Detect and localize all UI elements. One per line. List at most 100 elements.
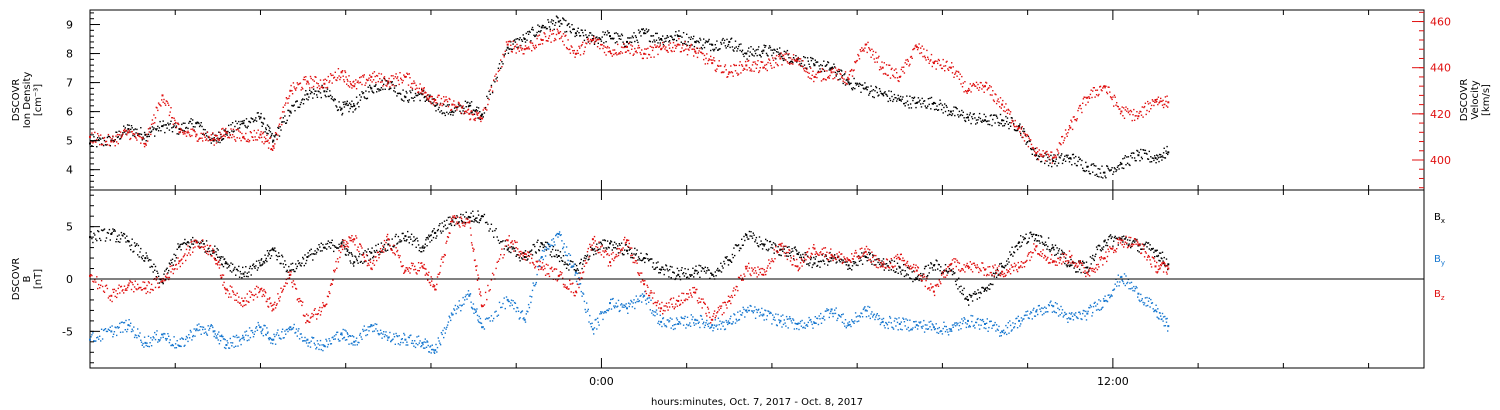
data-point	[863, 50, 865, 52]
data-point	[223, 258, 226, 260]
data-point	[106, 136, 109, 139]
data-point	[1123, 238, 1126, 240]
data-point	[1110, 97, 1112, 99]
data-point	[459, 216, 461, 219]
data-point	[316, 82, 318, 84]
data-point	[271, 132, 273, 135]
data-point	[220, 136, 222, 138]
data-point	[443, 100, 446, 103]
data-point	[949, 113, 951, 116]
data-point	[1161, 104, 1164, 106]
data-point	[133, 129, 135, 131]
data-point	[737, 48, 739, 50]
data-point	[378, 90, 380, 92]
data-point	[1006, 117, 1009, 119]
data-point	[496, 236, 498, 238]
data-point	[1111, 167, 1113, 169]
data-point	[404, 75, 407, 78]
data-point	[134, 334, 136, 336]
data-point	[155, 276, 157, 278]
data-point	[439, 230, 442, 232]
data-point	[755, 236, 758, 239]
data-point	[457, 106, 459, 108]
data-point	[928, 272, 930, 274]
data-point	[274, 132, 277, 134]
data-point	[429, 345, 432, 347]
data-point	[1071, 264, 1073, 266]
data-point	[376, 74, 378, 77]
data-point	[221, 128, 223, 130]
data-point	[300, 101, 302, 104]
data-point	[783, 50, 785, 53]
data-point	[431, 344, 433, 346]
data-point	[971, 294, 973, 297]
data-point	[1133, 108, 1135, 111]
data-point	[335, 333, 337, 336]
data-point	[563, 263, 565, 266]
data-point	[690, 43, 692, 46]
data-point	[1128, 110, 1130, 112]
data-point	[596, 328, 598, 330]
data-point	[339, 78, 341, 81]
data-point	[904, 62, 906, 64]
data-point	[620, 242, 623, 244]
data-point	[1075, 271, 1077, 273]
data-point	[118, 234, 120, 236]
data-point	[298, 262, 300, 265]
data-point	[908, 65, 910, 67]
data-point	[655, 39, 658, 41]
data-point	[200, 242, 202, 244]
data-point	[1106, 91, 1108, 93]
data-point	[722, 37, 724, 40]
data-point	[646, 57, 648, 59]
data-point	[262, 335, 265, 337]
data-point	[509, 48, 511, 50]
data-point	[343, 79, 345, 81]
data-point	[421, 87, 423, 90]
data-point	[647, 47, 649, 50]
data-point	[359, 81, 362, 84]
data-point	[101, 137, 104, 139]
data-point	[653, 39, 655, 41]
data-point	[219, 137, 222, 139]
data-point	[123, 322, 125, 324]
data-point	[220, 133, 222, 136]
data-point	[1008, 261, 1010, 263]
data-point	[383, 246, 385, 248]
data-point	[100, 144, 103, 146]
data-point	[444, 224, 446, 226]
data-point	[398, 241, 400, 243]
data-point	[155, 129, 157, 131]
data-point	[568, 269, 570, 271]
data-point	[789, 57, 792, 59]
data-point	[610, 37, 613, 40]
data-point	[226, 267, 228, 269]
data-point	[513, 39, 516, 41]
data-point	[1078, 268, 1081, 271]
data-point	[584, 308, 586, 311]
data-point	[276, 138, 278, 141]
data-point	[726, 256, 728, 258]
data-point	[508, 40, 510, 43]
data-point	[813, 63, 815, 65]
data-point	[1140, 248, 1143, 250]
data-point	[1018, 126, 1021, 129]
data-point	[666, 268, 668, 270]
data-point	[1040, 161, 1042, 163]
data-point	[625, 51, 627, 53]
data-point	[446, 101, 449, 103]
data-point	[878, 94, 880, 96]
data-point	[1050, 151, 1052, 153]
data-point	[423, 96, 425, 99]
data-point	[501, 61, 503, 63]
data-point	[157, 275, 160, 278]
data-point	[250, 132, 252, 134]
data-point	[917, 47, 920, 49]
data-point	[525, 313, 527, 315]
data-point	[734, 254, 736, 257]
data-point	[1009, 111, 1012, 113]
data-point	[1043, 243, 1045, 245]
data-point	[502, 63, 504, 65]
data-point	[1099, 86, 1101, 88]
data-point	[1033, 150, 1036, 153]
